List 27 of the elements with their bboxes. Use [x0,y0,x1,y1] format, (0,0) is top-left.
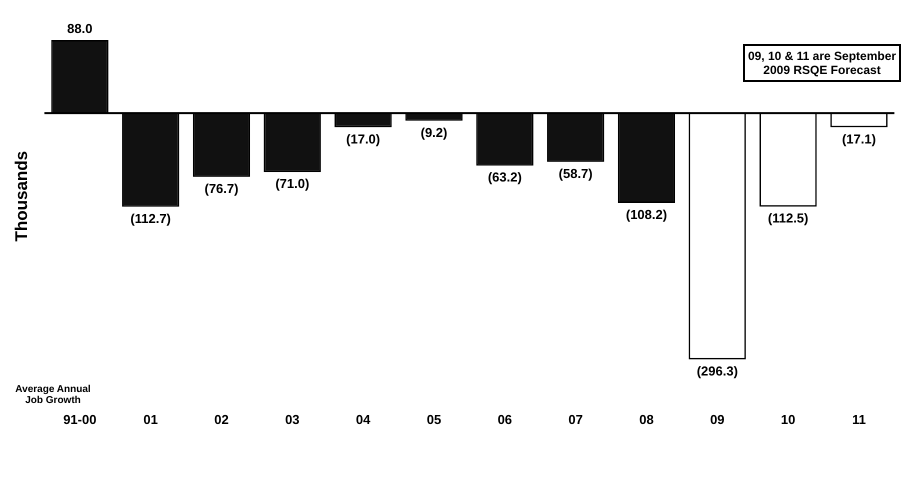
data-label: (17.0) [346,131,380,146]
x-tick-label: 11 [852,412,866,427]
x-tick-label: 08 [639,412,654,427]
data-label: 88.0 [67,21,92,36]
x-tick-label: 09 [710,412,725,427]
data-label: (112.7) [130,210,171,226]
y-axis-title: Thousands [12,150,31,242]
data-label: (108.2) [626,207,668,222]
data-label: (112.5) [768,210,808,226]
data-label: (9.2) [420,124,448,140]
data-label: (58.7) [558,166,593,181]
x-tick-label: 01 [143,412,158,427]
data-label: (63.2) [488,170,522,185]
x-tick-label: 06 [498,412,512,427]
annotation: 09, 10 & 11 are September 2009 RSQE Forecast [743,44,901,82]
text: Average Annual Job Growth [14,384,92,406]
data-label: (296.3) [696,363,738,378]
x-tick-label: 07 [568,412,583,427]
data-label: (17.1) [842,131,876,146]
x-tick-label: 04 [356,412,372,427]
x-tick-label: 10 [780,412,796,427]
data-label: (76.7) [204,180,238,196]
x-tick-label: 03 [285,412,300,427]
x-tick-label: 05 [426,412,442,427]
x-tick-label: 91-00 [63,412,96,427]
x-tick-label: 02 [214,412,229,427]
data-label: (71.0) [275,176,310,192]
